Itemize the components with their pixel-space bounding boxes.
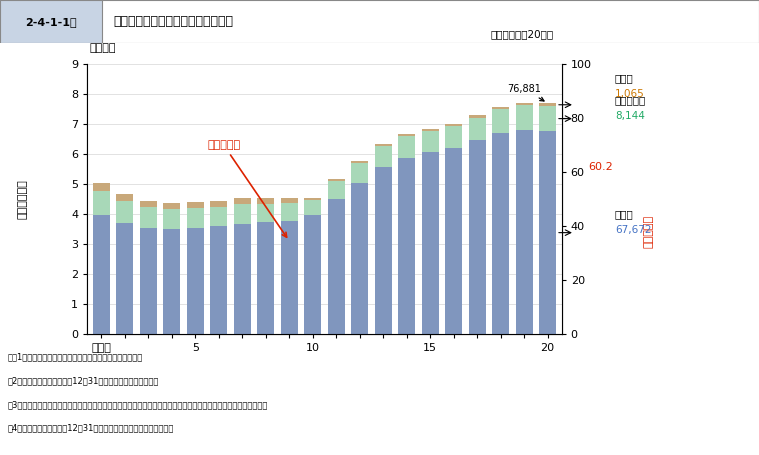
Bar xyxy=(351,163,368,182)
Bar xyxy=(116,194,134,202)
Bar xyxy=(210,226,227,334)
Bar xyxy=(281,198,298,203)
Bar xyxy=(492,107,509,109)
Bar xyxy=(539,131,556,334)
Bar xyxy=(140,201,157,207)
Text: 注　1　矯正統計年報及び総務省統計局の人口資料による。: 注 1 矯正統計年報及び総務省統計局の人口資料による。 xyxy=(8,353,143,362)
Bar xyxy=(304,197,321,200)
Text: 76,881: 76,881 xyxy=(507,84,544,101)
Bar xyxy=(163,202,181,209)
Bar xyxy=(210,201,227,207)
Text: 67,672: 67,672 xyxy=(615,225,651,235)
Bar xyxy=(468,141,486,334)
Bar xyxy=(539,103,556,106)
Bar xyxy=(446,124,462,126)
Bar xyxy=(351,161,368,163)
Bar xyxy=(446,148,462,334)
Bar xyxy=(468,116,486,118)
Bar xyxy=(0,0,102,43)
Bar xyxy=(398,134,415,136)
Bar xyxy=(116,223,134,334)
Text: 年末人口比: 年末人口比 xyxy=(644,215,654,248)
Bar xyxy=(234,204,250,224)
Text: その他: その他 xyxy=(615,73,634,83)
Bar xyxy=(281,203,298,221)
Bar xyxy=(257,204,274,222)
Text: 8,144: 8,144 xyxy=(615,111,644,121)
Text: 2-4-1-1図: 2-4-1-1図 xyxy=(25,17,77,26)
Bar xyxy=(422,152,439,334)
Text: （万人）: （万人） xyxy=(90,43,116,53)
Text: 未決拘禁者: 未決拘禁者 xyxy=(615,96,646,106)
Bar xyxy=(515,103,533,105)
Bar xyxy=(304,200,321,215)
Text: 2　「収容人員」は，各年12月31日現在の収容人員である。: 2 「収容人員」は，各年12月31日現在の収容人員である。 xyxy=(8,376,159,385)
Bar xyxy=(375,144,392,146)
Bar xyxy=(446,126,462,148)
Bar xyxy=(93,183,110,191)
Bar xyxy=(187,202,203,208)
Bar xyxy=(351,182,368,334)
Text: 刑事施設の収容人員・人口比の推移: 刑事施設の収容人員・人口比の推移 xyxy=(114,15,234,28)
Bar xyxy=(398,136,415,157)
Bar xyxy=(93,191,110,215)
Bar xyxy=(304,215,321,334)
Text: 60.2: 60.2 xyxy=(588,162,613,172)
Bar xyxy=(163,228,181,334)
Bar xyxy=(492,133,509,334)
Bar xyxy=(187,208,203,228)
Bar xyxy=(257,222,274,334)
Bar xyxy=(539,106,556,131)
Text: 年末人口比: 年末人口比 xyxy=(207,140,287,237)
Bar xyxy=(328,181,345,199)
Bar xyxy=(328,179,345,181)
Text: 1,065: 1,065 xyxy=(615,89,644,99)
Bar xyxy=(492,109,509,133)
Text: （平成元年～20年）: （平成元年～20年） xyxy=(491,29,554,39)
Bar xyxy=(234,224,250,334)
Bar xyxy=(116,202,134,223)
Bar xyxy=(210,207,227,226)
Bar xyxy=(515,130,533,334)
Bar xyxy=(375,167,392,334)
Bar xyxy=(422,129,439,131)
Bar xyxy=(140,228,157,334)
Bar xyxy=(398,157,415,334)
Bar xyxy=(422,131,439,152)
Bar xyxy=(187,228,203,334)
Bar xyxy=(375,146,392,167)
Bar xyxy=(281,221,298,334)
Text: 年末収容人員: 年末収容人員 xyxy=(17,179,28,219)
Text: 4　「人口比」は，各年12月31日現在の収容人員の人口比である。: 4 「人口比」は，各年12月31日現在の収容人員の人口比である。 xyxy=(8,424,174,433)
Bar xyxy=(328,199,345,334)
Text: 受刑者: 受刑者 xyxy=(615,209,634,219)
Bar xyxy=(468,118,486,141)
Bar xyxy=(163,209,181,228)
Bar xyxy=(257,198,274,204)
Bar xyxy=(93,215,110,334)
Text: 3　「その他」は，死刑確定者，労役場留置者，引致状による留置者，被監置者及び観護措置の他収容者である。: 3 「その他」は，死刑確定者，労役場留置者，引致状による留置者，被監置者及び観護… xyxy=(8,400,268,409)
Bar xyxy=(234,198,250,204)
Bar xyxy=(140,207,157,228)
Bar xyxy=(515,105,533,130)
